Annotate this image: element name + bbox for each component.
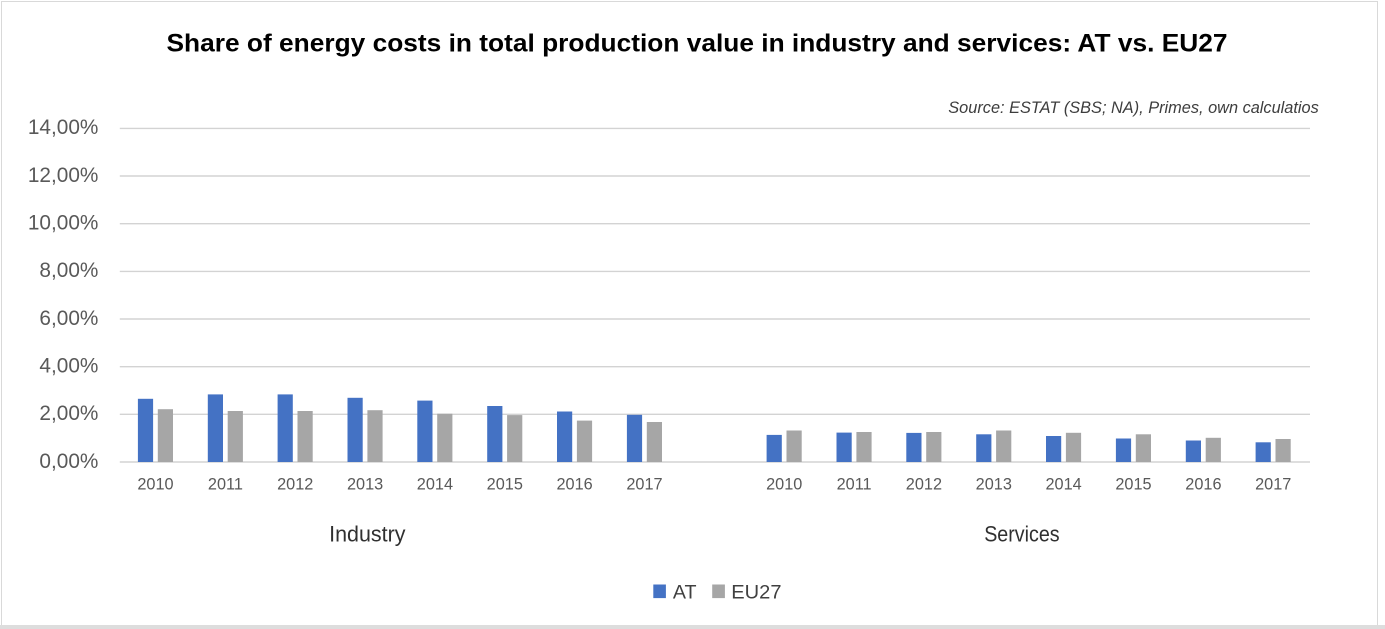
svg-text:10,00%: 10,00% bbox=[28, 212, 99, 235]
svg-text:2017: 2017 bbox=[626, 476, 662, 494]
svg-text:2011: 2011 bbox=[208, 476, 243, 494]
svg-text:2012: 2012 bbox=[277, 476, 313, 494]
svg-text:2010: 2010 bbox=[766, 476, 802, 494]
svg-text:4,00%: 4,00% bbox=[39, 355, 98, 378]
svg-text:2013: 2013 bbox=[976, 476, 1012, 494]
svg-text:2017: 2017 bbox=[1255, 476, 1291, 494]
svg-text:0,00%: 0,00% bbox=[39, 450, 98, 473]
svg-text:6,00%: 6,00% bbox=[39, 307, 98, 330]
svg-text:14,00%: 14,00% bbox=[28, 116, 99, 139]
svg-text:2010: 2010 bbox=[137, 476, 173, 494]
svg-text:AT: AT bbox=[673, 582, 697, 604]
svg-text:Industry: Industry bbox=[329, 522, 406, 547]
svg-text:2016: 2016 bbox=[556, 476, 592, 494]
svg-text:Source: ESTAT (SBS; NA), Prime: Source: ESTAT (SBS; NA), Primes, own cal… bbox=[948, 98, 1319, 117]
svg-text:12,00%: 12,00% bbox=[28, 164, 99, 187]
svg-text:2015: 2015 bbox=[1115, 476, 1151, 494]
svg-text:2014: 2014 bbox=[417, 476, 453, 494]
svg-text:2011: 2011 bbox=[837, 476, 872, 494]
svg-text:2,00%: 2,00% bbox=[39, 402, 98, 425]
svg-text:2012: 2012 bbox=[906, 476, 942, 494]
svg-text:2014: 2014 bbox=[1045, 476, 1081, 494]
svg-text:Share of energy costs in total: Share of energy costs in total productio… bbox=[167, 29, 1228, 57]
svg-text:2013: 2013 bbox=[347, 476, 383, 494]
svg-text:EU27: EU27 bbox=[731, 582, 781, 604]
svg-text:2015: 2015 bbox=[487, 476, 523, 494]
svg-text:Services: Services bbox=[984, 522, 1059, 547]
svg-text:8,00%: 8,00% bbox=[39, 259, 98, 282]
svg-text:2016: 2016 bbox=[1185, 476, 1221, 494]
